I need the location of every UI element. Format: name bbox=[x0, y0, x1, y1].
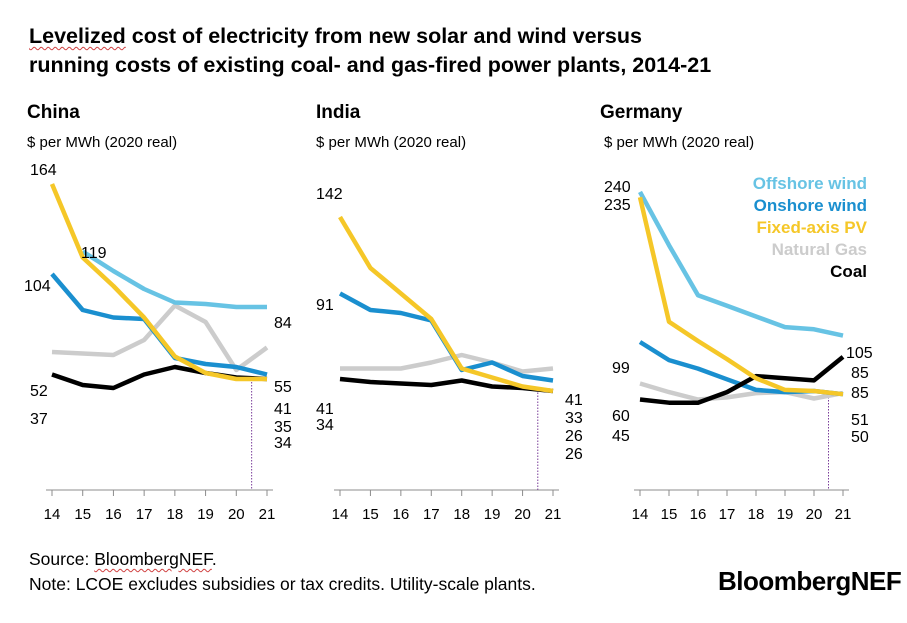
data-label-end: 105 bbox=[846, 345, 873, 362]
data-label-end: 51 bbox=[851, 412, 869, 429]
footer: Source: BloombergNEF. Note: LCOE exclude… bbox=[29, 547, 536, 597]
series-line-fixed-axis-pv bbox=[637, 196, 844, 397]
data-label-end: 33 bbox=[565, 410, 583, 427]
data-label-end: 26 bbox=[565, 446, 583, 463]
data-label-start: 60 bbox=[612, 408, 630, 425]
data-label-start: 235 bbox=[604, 197, 631, 214]
x-tick-label: 20 bbox=[514, 506, 531, 523]
x-tick-label: 16 bbox=[690, 506, 707, 523]
legend-item-natural-gas: Natural Gas bbox=[772, 240, 867, 259]
series-line-fixed-axis-pv bbox=[49, 183, 267, 382]
data-label-end: 41 bbox=[274, 401, 292, 418]
data-label-start: 41 bbox=[316, 401, 334, 418]
panel-unit-label: $ per MWh (2020 real) bbox=[27, 134, 177, 151]
data-label-end: 41 bbox=[565, 392, 583, 409]
x-tick-label: 19 bbox=[777, 506, 794, 523]
x-tick-label: 15 bbox=[74, 506, 91, 523]
x-tick-label: 17 bbox=[423, 506, 440, 523]
panel-unit-label: $ per MWh (2020 real) bbox=[316, 134, 466, 151]
bloombergnef-logo: BloombergNEF bbox=[718, 566, 902, 596]
x-tick-label: 20 bbox=[806, 506, 823, 523]
series-line-coal bbox=[639, 355, 845, 405]
data-label-start: 45 bbox=[612, 428, 630, 445]
x-tick-label: 18 bbox=[748, 506, 765, 523]
data-label-start: 52 bbox=[30, 383, 48, 400]
series-line-offshore-wind bbox=[81, 249, 267, 310]
series-line-natural-gas bbox=[340, 352, 554, 374]
x-tick-label: 19 bbox=[484, 506, 501, 523]
title-line-1: Levelized cost of electricity from new s… bbox=[29, 22, 711, 51]
x-tick-label: 16 bbox=[393, 506, 410, 523]
x-tick-label: 20 bbox=[228, 506, 245, 523]
panel-title-germany: Germany bbox=[600, 102, 683, 123]
data-label-start: 119 bbox=[81, 245, 107, 262]
x-tick-label: 21 bbox=[545, 506, 562, 523]
data-label-start: 164 bbox=[30, 162, 57, 179]
data-label-end: 50 bbox=[851, 429, 869, 446]
panel-title-china: China bbox=[27, 102, 80, 123]
x-tick-label: 14 bbox=[332, 506, 349, 523]
x-tick-label: 19 bbox=[197, 506, 214, 523]
x-tick-label: 16 bbox=[105, 506, 122, 523]
data-label-end: 84 bbox=[274, 315, 292, 332]
data-label-end: 34 bbox=[274, 435, 292, 452]
data-label-start: 91 bbox=[316, 297, 334, 314]
source-suffix: . bbox=[211, 549, 217, 569]
data-label-start: 37 bbox=[30, 411, 48, 428]
source-line: Source: BloombergNEF. bbox=[29, 547, 536, 572]
series-line-coal bbox=[339, 376, 554, 394]
x-tick-label: 14 bbox=[44, 506, 61, 523]
x-tick-label: 15 bbox=[661, 506, 678, 523]
panel-unit-label: $ per MWh (2020 real) bbox=[604, 134, 754, 151]
x-tick-label: 18 bbox=[453, 506, 470, 523]
note-line: Note: LCOE excludes subsidies or tax cre… bbox=[29, 574, 536, 594]
data-label-end: 26 bbox=[565, 428, 583, 445]
series-line-natural-gas bbox=[639, 381, 844, 402]
data-label-end: 85 bbox=[851, 385, 869, 402]
x-tick-label: 17 bbox=[136, 506, 153, 523]
x-tick-label: 21 bbox=[835, 506, 852, 523]
title-line-2: running costs of existing coal- and gas-… bbox=[29, 53, 712, 77]
x-tick-label: 18 bbox=[167, 506, 184, 523]
series-line-offshore-wind bbox=[638, 190, 844, 338]
data-label-end: 55 bbox=[274, 379, 292, 396]
title-line-1-rest: cost of electricity from new solar and w… bbox=[125, 24, 642, 48]
legend-item-offshore-wind: Offshore wind bbox=[753, 174, 867, 193]
title-underlined-word: Levelized bbox=[29, 24, 126, 48]
series-line-fixed-axis-pv bbox=[338, 215, 554, 394]
x-tick-label: 15 bbox=[362, 506, 379, 523]
data-label-start: 240 bbox=[604, 179, 631, 196]
legend-item-fixed-axis-pv: Fixed-axis PV bbox=[756, 218, 867, 237]
data-label-start: 104 bbox=[24, 278, 51, 295]
data-label-end: 35 bbox=[274, 419, 292, 436]
x-tick-label: 14 bbox=[632, 506, 649, 523]
series-line-natural-gas bbox=[51, 303, 269, 373]
legend-item-coal: Coal bbox=[830, 262, 867, 281]
data-label-end: 85 bbox=[851, 365, 869, 382]
x-tick-label: 21 bbox=[259, 506, 276, 523]
x-tick-label: 17 bbox=[719, 506, 736, 523]
source-name: BloombergNEF bbox=[94, 549, 212, 569]
chart-title: Levelized cost of electricity from new s… bbox=[29, 22, 711, 80]
data-label-start: 142 bbox=[316, 186, 343, 203]
source-prefix: Source: bbox=[29, 549, 95, 569]
panel-title-india: India bbox=[316, 102, 361, 123]
legend-item-onshore-wind: Onshore wind bbox=[754, 196, 867, 215]
data-label-start: 34 bbox=[316, 417, 334, 434]
data-label-start: 99 bbox=[612, 360, 630, 377]
